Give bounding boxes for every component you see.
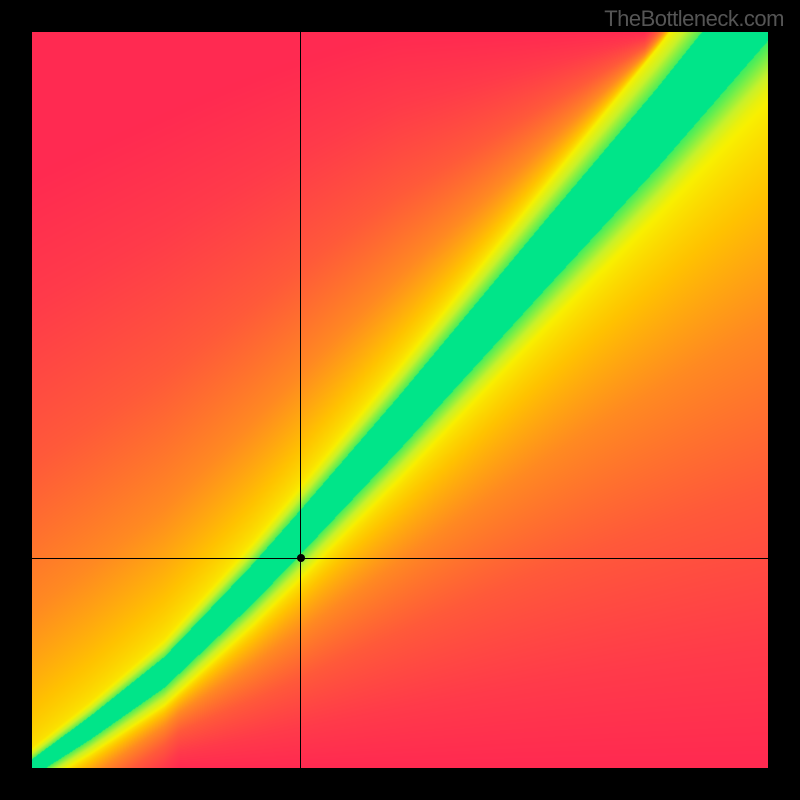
crosshair-horizontal bbox=[32, 558, 768, 559]
plot-area bbox=[32, 32, 768, 768]
heatmap-canvas bbox=[32, 32, 768, 768]
crosshair-vertical bbox=[300, 32, 301, 768]
crosshair-marker bbox=[297, 554, 305, 562]
chart-container: TheBottleneck.com bbox=[0, 0, 800, 800]
watermark: TheBottleneck.com bbox=[604, 6, 784, 32]
